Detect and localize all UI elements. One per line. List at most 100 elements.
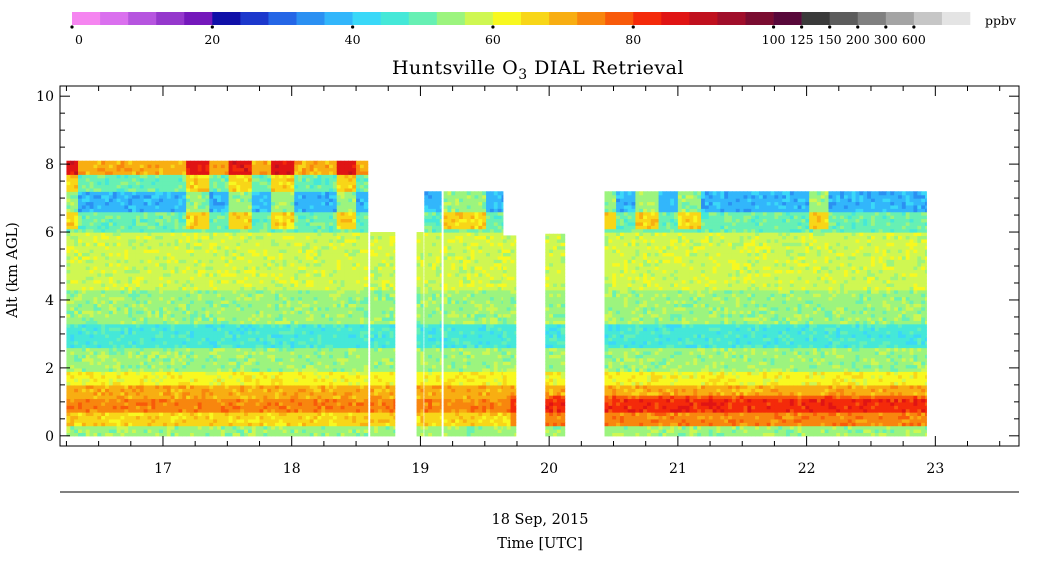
curtain-cell xyxy=(190,191,195,196)
curtain-cell xyxy=(174,218,180,223)
curtain-cell xyxy=(190,422,195,427)
curtain-cell xyxy=(259,198,264,203)
curtain-cell xyxy=(151,211,156,216)
curtain-cell xyxy=(116,289,122,294)
curtain-cell xyxy=(186,344,191,349)
curtain-cell xyxy=(267,347,272,352)
curtain-cell xyxy=(70,357,75,362)
curtain-cell xyxy=(74,432,79,437)
curtain-cell xyxy=(101,432,106,437)
curtain-cell xyxy=(143,374,149,379)
curtain-cell xyxy=(190,371,195,376)
curtain-cell xyxy=(93,333,98,338)
curtain-cell xyxy=(166,344,172,349)
curtain-cell xyxy=(66,344,71,349)
curtain-cell xyxy=(66,282,71,287)
curtain-cell xyxy=(132,327,137,332)
curtain-cell xyxy=(209,364,214,369)
curtain-cell xyxy=(170,296,176,301)
curtain-cell xyxy=(162,313,168,318)
curtain-cell xyxy=(97,408,102,413)
curtain-cell xyxy=(182,344,187,349)
curtain-cell xyxy=(151,286,156,291)
curtain-cell xyxy=(178,429,183,434)
curtain-cell xyxy=(247,293,253,298)
colorbar-swatch xyxy=(913,12,943,25)
curtain-cell xyxy=(170,228,176,233)
curtain-cell xyxy=(74,272,79,277)
curtain-cell xyxy=(93,398,98,403)
curtain-cell xyxy=(186,320,191,325)
curtain-cell xyxy=(178,160,183,165)
curtain-cell xyxy=(78,215,83,220)
curtain-cell xyxy=(105,401,110,406)
colorbar-swatch xyxy=(296,12,325,25)
curtain-cell xyxy=(108,303,114,308)
curtain-cell xyxy=(294,432,299,437)
curtain-cell xyxy=(170,242,176,247)
curtain-cell xyxy=(155,187,160,192)
curtain-cell xyxy=(190,232,195,237)
curtain-cell xyxy=(232,160,237,165)
curtain-cell xyxy=(116,238,122,243)
curtain-cell xyxy=(244,347,249,352)
curtain-cell xyxy=(205,408,210,413)
curtain-cell xyxy=(209,293,214,298)
curtain-cell xyxy=(298,249,303,254)
curtain-cell xyxy=(205,388,210,393)
curtain-cell xyxy=(186,194,191,199)
curtain-cell xyxy=(182,374,187,379)
curtain-cell xyxy=(147,344,152,349)
curtain-cell xyxy=(182,395,187,400)
curtain-cell xyxy=(108,181,114,186)
curtain-cell xyxy=(205,272,210,277)
curtain-cell xyxy=(128,432,133,437)
curtain-cell xyxy=(228,211,234,216)
curtain-cell xyxy=(147,282,152,287)
curtain-cell xyxy=(159,228,164,233)
curtain-cell xyxy=(166,354,172,359)
curtain-cell xyxy=(108,378,114,383)
curtain-cell xyxy=(143,320,149,325)
curtain-cell xyxy=(74,429,79,434)
curtain-cell xyxy=(97,238,102,243)
curtain-cell xyxy=(143,160,149,165)
curtain-cell xyxy=(97,415,102,420)
curtain-cell xyxy=(78,384,83,389)
curtain-cell xyxy=(89,327,95,332)
curtain-cell xyxy=(132,245,137,250)
curtain-cell xyxy=(236,422,241,427)
curtain-cell xyxy=(205,194,210,199)
curtain-cell xyxy=(186,249,191,254)
curtain-cell xyxy=(97,425,102,430)
curtain-cell xyxy=(186,361,191,366)
curtain-cell xyxy=(74,344,79,349)
curtain-cell xyxy=(159,198,164,203)
curtain-cell xyxy=(85,208,91,213)
curtain-cell xyxy=(147,361,152,366)
curtain-cell xyxy=(251,293,257,298)
curtain-cell xyxy=(205,262,210,267)
curtain-cell xyxy=(135,316,141,321)
curtain-cell xyxy=(155,215,160,220)
curtain-cell xyxy=(190,361,195,366)
curtain-cell xyxy=(112,187,118,192)
curtain-cell xyxy=(197,221,203,226)
curtain-cell xyxy=(174,252,180,257)
curtain-cell xyxy=(190,303,195,308)
curtain-cell xyxy=(155,418,160,423)
curtain-cell xyxy=(190,215,195,220)
curtain-cell xyxy=(151,415,156,420)
curtain-cell xyxy=(197,405,203,410)
curtain-cell xyxy=(81,425,87,430)
curtain-cell xyxy=(197,340,203,345)
curtain-cell xyxy=(105,354,110,359)
curtain-cell xyxy=(135,218,141,223)
curtain-cell xyxy=(124,405,129,410)
curtain-cell xyxy=(294,357,299,362)
curtain-cell xyxy=(128,296,133,301)
curtain-cell xyxy=(286,238,292,243)
curtain-cell xyxy=(147,201,152,206)
curtain-cell xyxy=(147,204,152,209)
curtain-cell xyxy=(97,337,102,342)
